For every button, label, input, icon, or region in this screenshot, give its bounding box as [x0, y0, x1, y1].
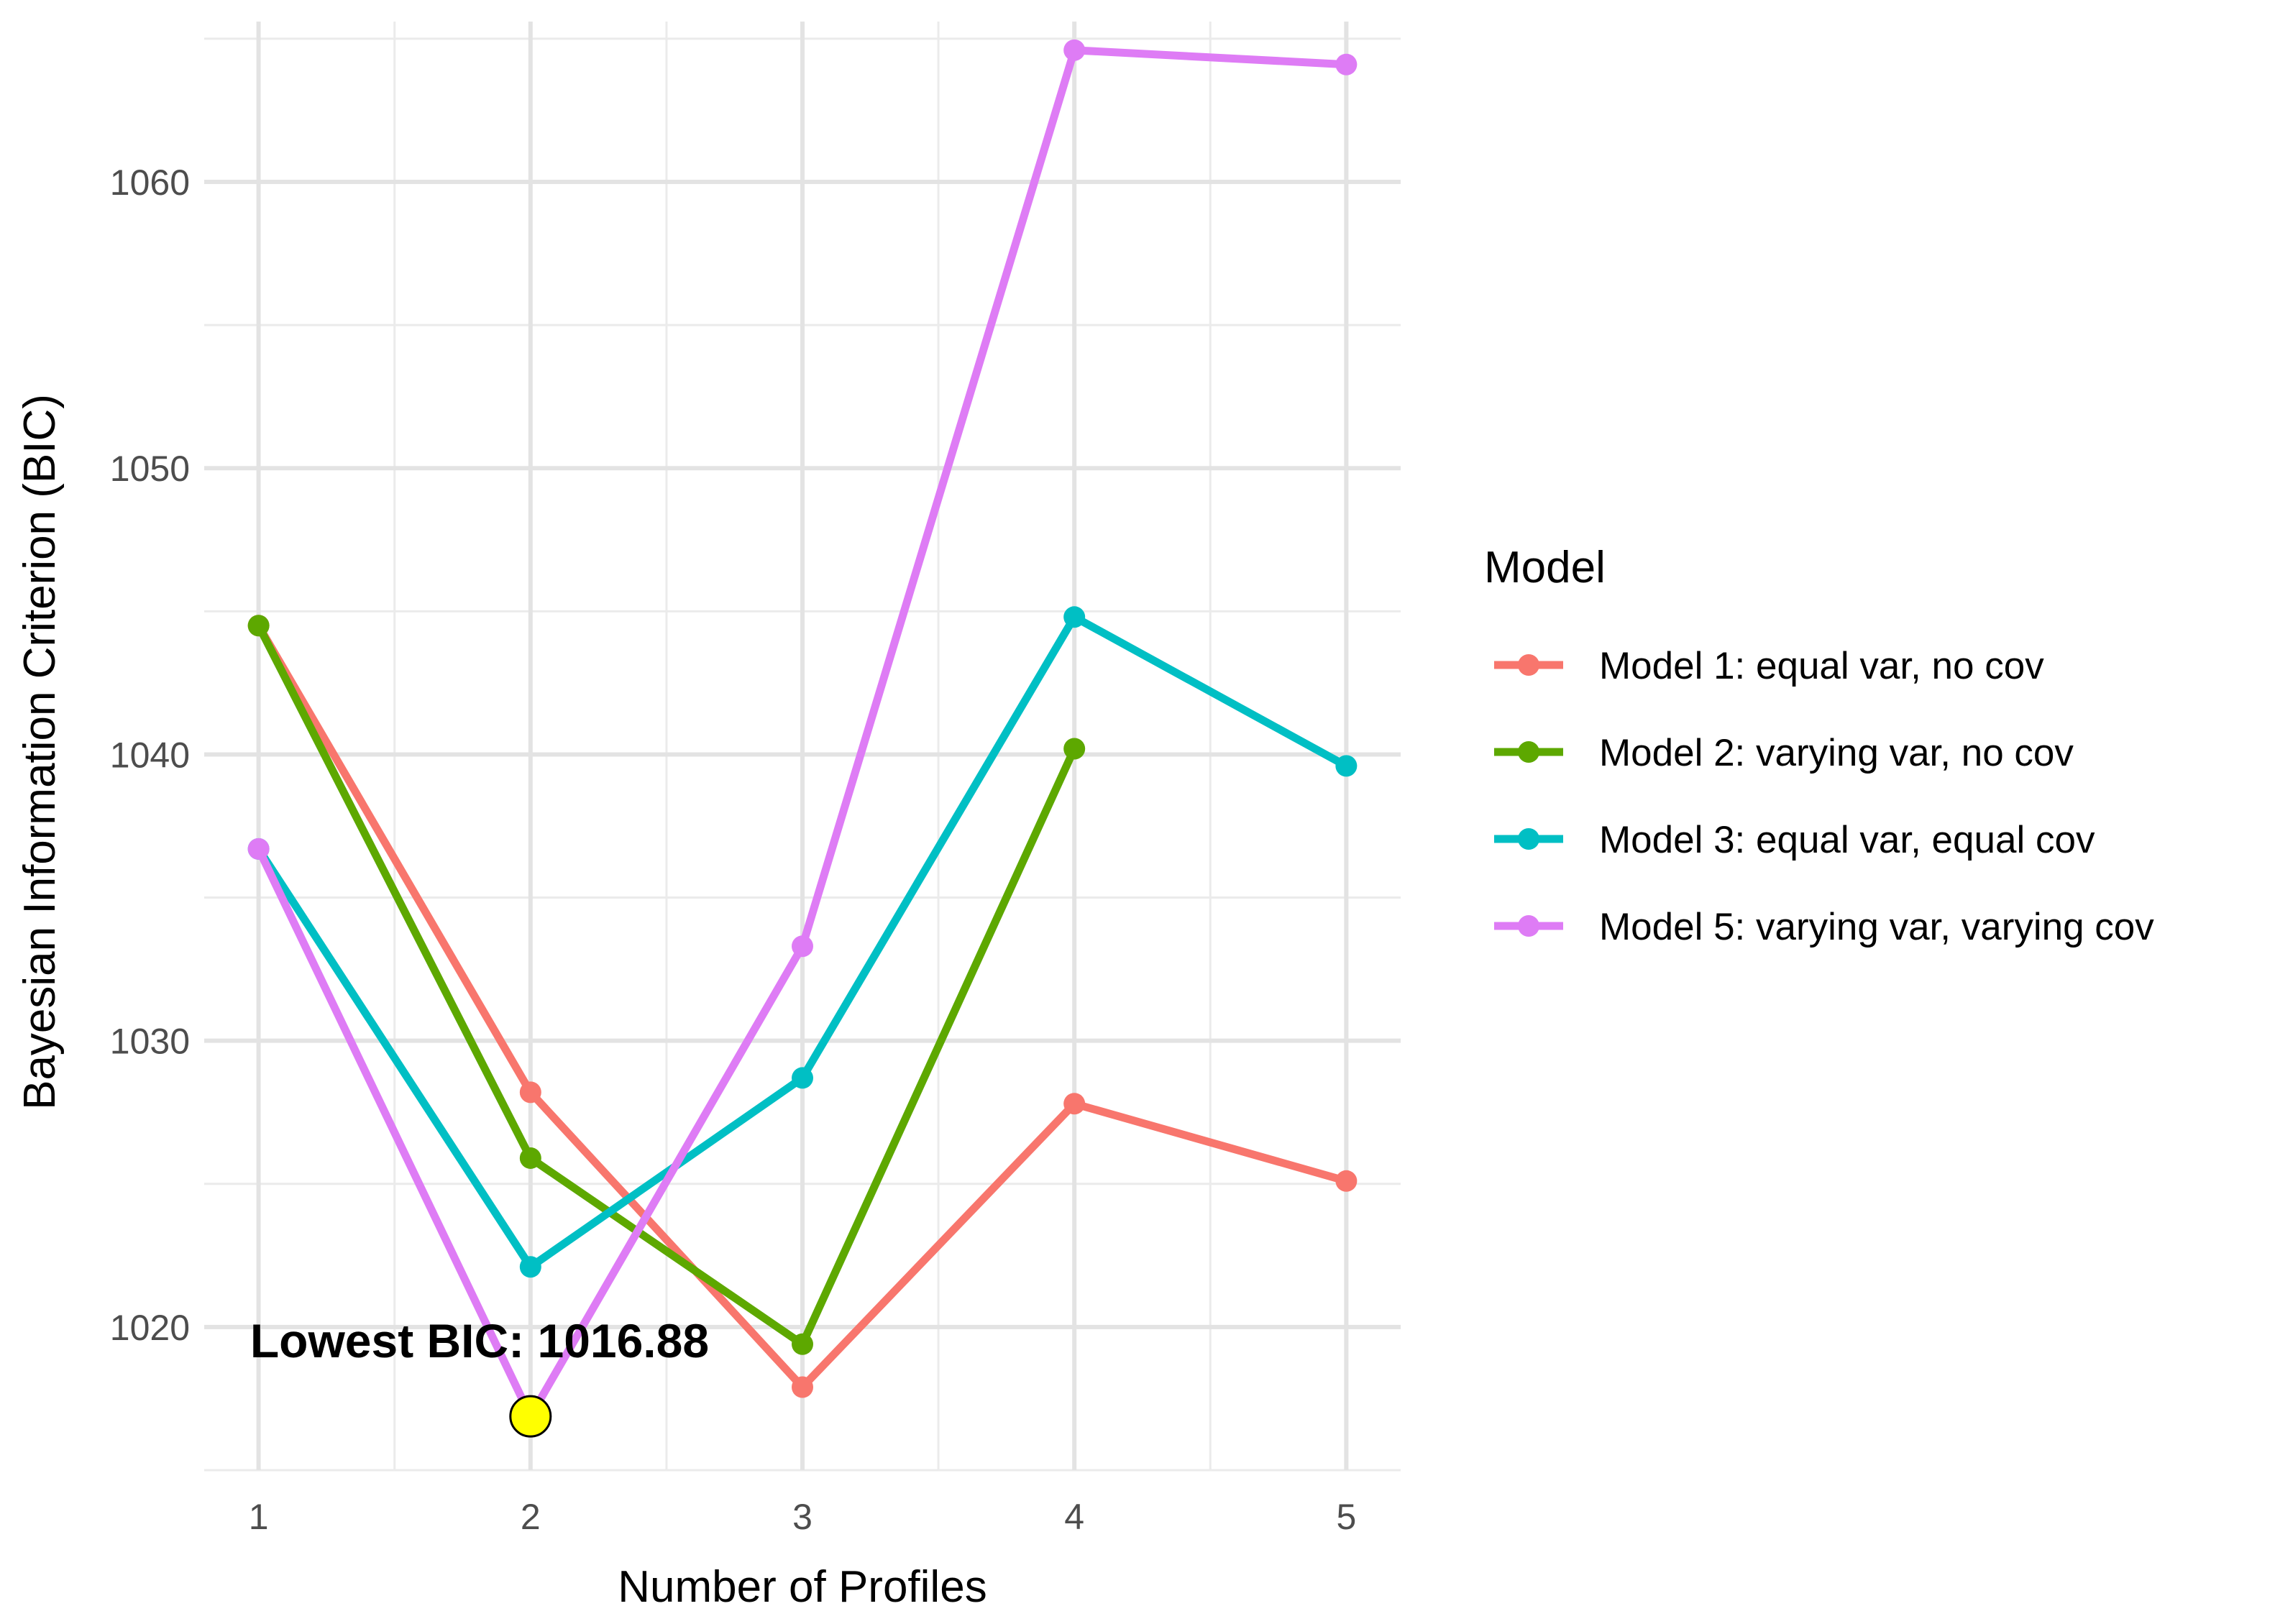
series-point: [1335, 1170, 1358, 1192]
x-tick-label: 2: [521, 1497, 541, 1537]
y-tick-label: 1030: [110, 1022, 190, 1062]
x-tick-label: 5: [1336, 1497, 1356, 1537]
series-point: [1063, 1093, 1086, 1115]
series-group: [247, 615, 1086, 1355]
series-point: [519, 1256, 541, 1278]
legend-label: Model 1: equal var, no cov: [1599, 645, 2044, 687]
series-point: [792, 1067, 813, 1089]
y-tick-label: 1020: [110, 1308, 190, 1348]
major-gridlines: [204, 22, 1401, 1470]
series-point: [247, 838, 270, 860]
series-point: [1063, 738, 1086, 760]
legend-item: Model 3: equal var, equal cov: [1494, 819, 2095, 861]
legend-items: Model 1: equal var, no cov Model 2: varyi…: [1494, 645, 2154, 948]
y-tick-label: 1040: [110, 735, 190, 775]
y-axis-tick-labels: 1020 1030 1040 1050 1060: [110, 162, 190, 1348]
x-tick-label: 1: [249, 1497, 269, 1537]
x-tick-label: 4: [1064, 1497, 1084, 1537]
series-point: [1063, 39, 1086, 61]
y-axis-title: Bayesian Information Criterion (BIC): [15, 394, 65, 1110]
x-tick-label: 3: [792, 1497, 812, 1537]
lowest-bic-marker: [509, 1395, 552, 1438]
y-tick-label: 1060: [110, 162, 190, 203]
series-point: [1063, 606, 1086, 628]
legend-label: Model 5: varying var, varying cov: [1599, 906, 2154, 948]
series-point: [1335, 53, 1358, 75]
highlight-layer: Lowest BIC: 1016.88: [250, 1314, 709, 1438]
x-axis-tick-labels: 1 2 3 4 5: [249, 1497, 1357, 1537]
legend-point: [1518, 654, 1539, 676]
legend-label: Model 3: equal var, equal cov: [1599, 819, 2095, 861]
legend-point: [1518, 828, 1539, 850]
series-point: [519, 1147, 541, 1169]
legend-point: [1518, 915, 1539, 937]
series-point: [792, 1333, 813, 1355]
series-point: [1335, 755, 1358, 777]
legend-item: Model 1: equal var, no cov: [1494, 645, 2044, 687]
legend: Model Model 1: equal var, no cov Model 2:…: [1484, 543, 2154, 948]
legend-title: Model: [1484, 543, 1606, 592]
legend-point: [1518, 741, 1539, 763]
series-point: [792, 935, 813, 958]
series-point: [247, 615, 270, 637]
legend-label: Model 2: varying var, no cov: [1599, 732, 2074, 774]
series-point: [519, 1081, 541, 1104]
series-layer: [247, 39, 1358, 1428]
series-point: [792, 1376, 813, 1398]
legend-item: Model 2: varying var, no cov: [1494, 732, 2074, 774]
legend-item: Model 5: varying var, varying cov: [1494, 906, 2154, 948]
lowest-bic-label: Lowest BIC: 1016.88: [250, 1314, 709, 1367]
x-axis-title: Number of Profiles: [618, 1562, 987, 1612]
y-tick-label: 1050: [110, 449, 190, 489]
series-line: [255, 623, 1079, 1349]
